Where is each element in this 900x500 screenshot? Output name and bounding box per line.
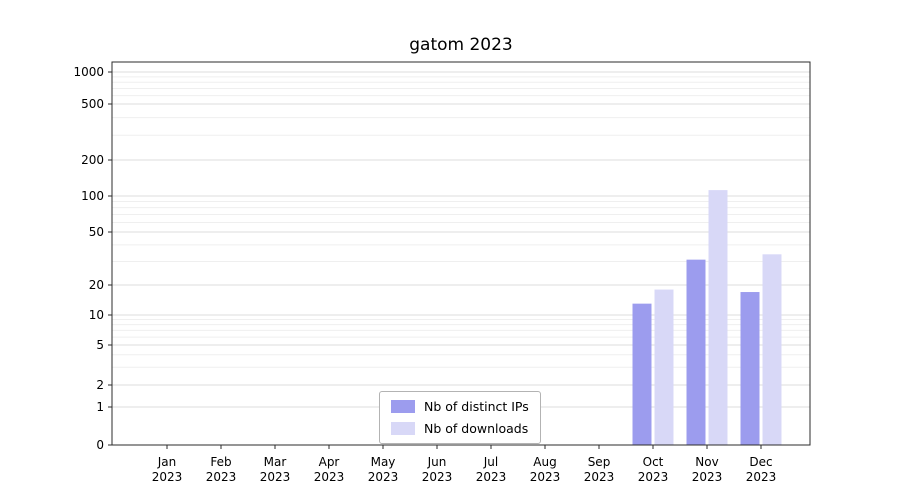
y-tick-label: 0 xyxy=(96,438,104,452)
y-tick-label: 500 xyxy=(81,97,104,111)
x-tick-label-year: 2023 xyxy=(584,470,615,484)
x-tick-label-year: 2023 xyxy=(152,470,183,484)
x-tick-label-year: 2023 xyxy=(368,470,399,484)
x-tick-label-month: Oct xyxy=(643,455,664,469)
bar-nov-series-1 xyxy=(708,190,728,445)
x-tick-label-month: Jul xyxy=(483,455,498,469)
y-tick-label: 50 xyxy=(89,225,104,239)
y-tick-label: 20 xyxy=(89,278,104,292)
y-tick-label: 2 xyxy=(96,378,104,392)
x-tick-label-year: 2023 xyxy=(206,470,237,484)
bar-oct-series-1 xyxy=(654,289,674,445)
y-tick-label: 1000 xyxy=(73,65,104,79)
x-tick-label-month: Dec xyxy=(749,455,772,469)
x-tick-label-month: Jan xyxy=(157,455,177,469)
bar-dec-series-0 xyxy=(740,292,760,445)
bar-nov-series-0 xyxy=(686,259,706,445)
x-tick-label-year: 2023 xyxy=(260,470,291,484)
legend-label-distinct-ips: Nb of distinct IPs xyxy=(424,399,529,414)
bar-dec-series-1 xyxy=(762,254,782,445)
y-tick-label: 200 xyxy=(81,153,104,167)
x-tick-label-month: Sep xyxy=(588,455,611,469)
x-tick-label-year: 2023 xyxy=(530,470,561,484)
y-tick-label: 5 xyxy=(96,338,104,352)
legend-swatch-distinct-ips xyxy=(391,400,415,413)
x-tick-label-month: Nov xyxy=(695,455,718,469)
legend-label-downloads: Nb of downloads xyxy=(424,421,529,436)
chart-legend: Nb of distinct IPs Nb of downloads xyxy=(379,391,541,444)
x-tick-label-month: Apr xyxy=(319,455,340,469)
x-tick-label-year: 2023 xyxy=(746,470,777,484)
x-tick-label-year: 2023 xyxy=(692,470,723,484)
bar-oct-series-0 xyxy=(632,303,652,445)
plot-frame xyxy=(111,61,811,446)
chart-title: gatom 2023 xyxy=(409,35,513,55)
y-tick-label: 100 xyxy=(81,189,104,203)
legend-swatch-downloads xyxy=(391,422,415,435)
x-tick-label-month: Aug xyxy=(533,455,556,469)
x-tick-label-month: Jun xyxy=(427,455,447,469)
y-tick-label: 10 xyxy=(89,308,104,322)
legend-item-distinct-ips: Nb of distinct IPs xyxy=(391,399,529,414)
x-tick-label-month: Mar xyxy=(264,455,287,469)
x-tick-label-month: Feb xyxy=(210,455,231,469)
legend-item-downloads: Nb of downloads xyxy=(391,421,529,436)
x-tick-label-year: 2023 xyxy=(638,470,669,484)
x-tick-label-year: 2023 xyxy=(314,470,345,484)
y-tick-label: 1 xyxy=(96,400,104,414)
x-tick-label-month: May xyxy=(371,455,396,469)
x-tick-label-year: 2023 xyxy=(422,470,453,484)
x-tick-label-year: 2023 xyxy=(476,470,507,484)
